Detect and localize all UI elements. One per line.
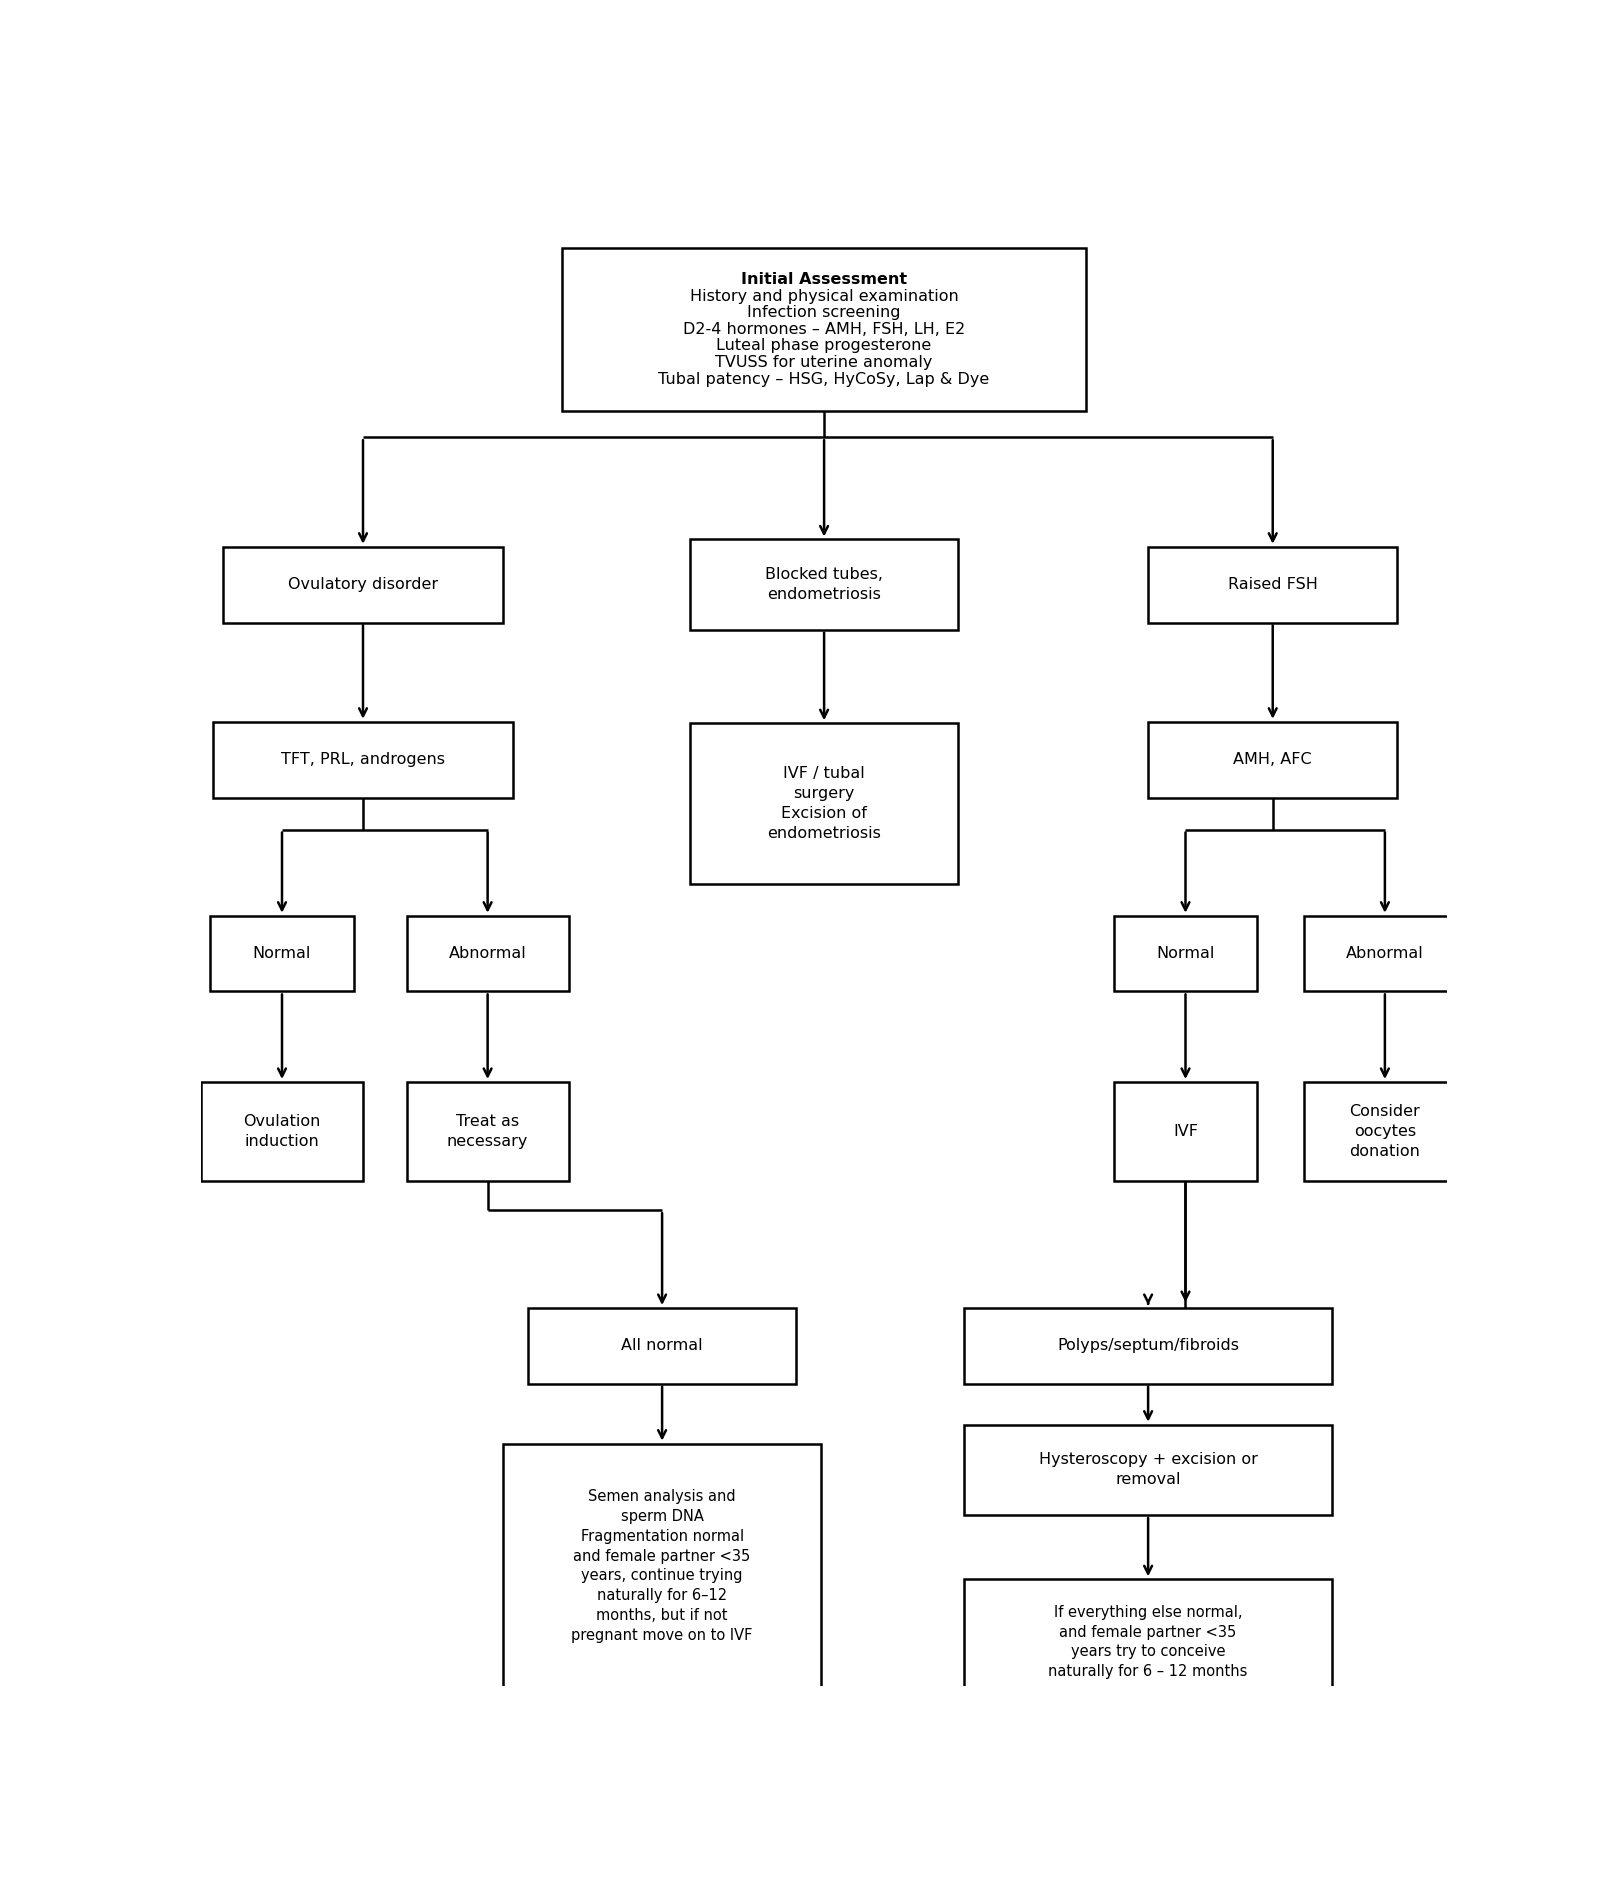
Text: Normal: Normal [252,947,312,960]
Text: Polyps/septum/fibroids: Polyps/septum/fibroids [1056,1339,1239,1354]
Text: Blocked tubes,
endometriosis: Blocked tubes, endometriosis [765,566,882,602]
Text: All normal: All normal [620,1339,702,1354]
Bar [964,1580,1331,1705]
Text: Ovulation
induction: Ovulation induction [243,1114,320,1150]
Text: IVF / tubal
surgery
Excision of
endometriosis: IVF / tubal surgery Excision of endometr… [767,767,881,841]
Bar [407,1081,569,1182]
Text: IVF: IVF [1172,1123,1197,1138]
Text: If everything else normal,
and female partner <35
years try to conceive
naturall: If everything else normal, and female pa… [1048,1604,1247,1680]
Text: Initial Assessment: Initial Assessment [741,273,906,288]
Bar [527,1309,795,1385]
Text: Semen analysis and
sperm DNA
Fragmentation normal
and female partner <35
years, : Semen analysis and sperm DNA Fragmentati… [570,1489,752,1642]
Bar [503,1443,821,1689]
Text: AMH, AFC: AMH, AFC [1233,752,1311,767]
Bar [689,724,958,883]
Bar [1303,1081,1466,1182]
Text: Hysteroscopy + excision or
removal: Hysteroscopy + excision or removal [1038,1453,1257,1487]
Bar [1147,547,1396,623]
Bar [964,1424,1331,1515]
Bar [201,1081,363,1182]
Text: Normal: Normal [1155,947,1213,960]
Text: Treat as
necessary: Treat as necessary [447,1114,529,1150]
Text: TVUSS for uterine anomaly: TVUSS for uterine anomaly [715,354,932,369]
Bar [214,722,513,797]
Bar [1147,722,1396,797]
Text: Consider
oocytes
donation: Consider oocytes donation [1348,1104,1419,1159]
Text: Infection screening: Infection screening [747,305,900,320]
Bar [223,547,503,623]
Text: Raised FSH: Raised FSH [1228,578,1316,593]
Bar [562,248,1085,411]
Text: TFT, PRL, androgens: TFT, PRL, androgens [281,752,445,767]
Bar [964,1309,1331,1385]
Bar [211,915,354,991]
Text: Tubal patency – HSG, HyCoSy, Lap & Dye: Tubal patency – HSG, HyCoSy, Lap & Dye [657,371,990,386]
Text: Abnormal: Abnormal [448,947,525,960]
Text: D2-4 hormones – AMH, FSH, LH, E2: D2-4 hormones – AMH, FSH, LH, E2 [683,322,964,337]
Bar [1114,1081,1257,1182]
Bar [1303,915,1466,991]
Bar [1114,915,1257,991]
Text: Ovulatory disorder: Ovulatory disorder [288,578,437,593]
Text: Luteal phase progesterone: Luteal phase progesterone [717,339,930,354]
Text: History and physical examination: History and physical examination [689,288,958,303]
Text: Abnormal: Abnormal [1345,947,1422,960]
Bar [689,540,958,631]
Bar [407,915,569,991]
